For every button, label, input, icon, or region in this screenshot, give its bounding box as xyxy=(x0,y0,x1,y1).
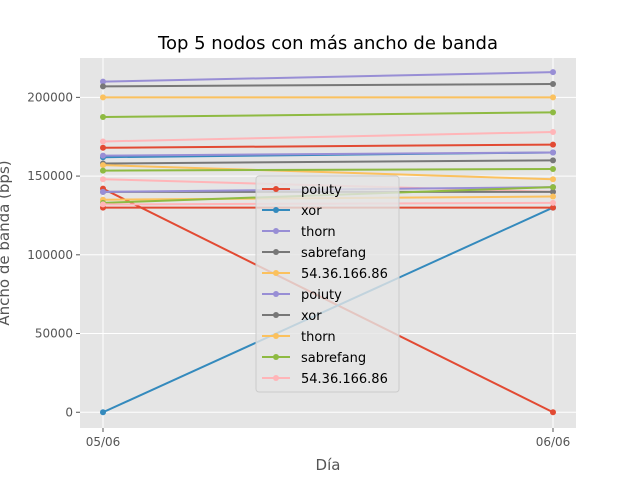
legend-item: xor xyxy=(262,204,322,219)
legend-label: 54.36.166.86 xyxy=(301,267,388,282)
legend-marker xyxy=(273,186,279,192)
data-point xyxy=(550,69,556,76)
data-point xyxy=(100,144,106,151)
legend-box xyxy=(255,175,400,393)
data-point xyxy=(100,114,106,121)
data-point xyxy=(550,80,556,87)
data-point xyxy=(100,176,106,183)
data-point xyxy=(550,94,556,101)
y-tick-label: 150000 xyxy=(27,169,73,183)
legend-marker xyxy=(273,249,279,255)
series-line-8 xyxy=(100,94,556,101)
data-point xyxy=(100,188,106,195)
data-point xyxy=(550,409,556,416)
legend-item: 54.36.166.86 xyxy=(262,267,388,282)
data-point xyxy=(100,167,106,174)
legend-marker xyxy=(273,228,279,234)
data-point xyxy=(550,157,556,164)
legend: poiuty xor thorn sabrefang 54.36.166.86 poiut… xyxy=(255,175,400,393)
legend-marker xyxy=(273,207,279,213)
series-line-14 xyxy=(100,166,556,174)
chart-title: Top 5 nodos con más ancho de banda xyxy=(157,33,498,54)
data-point xyxy=(550,166,556,172)
series-line-10 xyxy=(100,129,556,145)
data-point xyxy=(100,409,106,416)
axis-ticks: 0 50000 100000 150000 200000 05/06 06/06 xyxy=(27,90,570,449)
x-axis-label: Día xyxy=(316,456,341,474)
series-path xyxy=(102,131,554,143)
legend-marker xyxy=(273,270,279,276)
legend-label: 54.36.166.86 xyxy=(301,372,388,387)
data-point xyxy=(550,193,556,200)
y-axis-label: Ancho de banda (bps) xyxy=(0,160,13,325)
series-path xyxy=(102,82,554,88)
data-point xyxy=(100,152,106,159)
data-point xyxy=(550,204,556,211)
data-point xyxy=(550,184,556,191)
legend-label: poiuty xyxy=(301,183,342,198)
series-path xyxy=(102,71,554,83)
data-point xyxy=(100,201,106,208)
data-point xyxy=(550,199,556,206)
x-tick-label: 05/06 xyxy=(86,435,121,449)
data-point xyxy=(550,109,556,116)
series-path xyxy=(102,143,554,149)
data-point xyxy=(550,129,556,135)
legend-label: xor xyxy=(301,309,322,324)
legend-item: poiuty xyxy=(262,288,342,303)
legend-item: thorn xyxy=(262,225,336,240)
legend-marker xyxy=(273,354,279,360)
data-point xyxy=(100,78,106,85)
legend-marker xyxy=(273,312,279,318)
legend-label: poiuty xyxy=(301,288,342,303)
data-point xyxy=(100,83,106,90)
legend-item: sabrefang xyxy=(262,246,366,261)
y-tick-label: 0 xyxy=(65,405,73,419)
y-tick-label: 100000 xyxy=(27,248,73,262)
data-point xyxy=(100,138,106,145)
data-point xyxy=(100,94,106,101)
legend-label: sabrefang xyxy=(301,246,366,261)
series-line-11 xyxy=(100,149,556,159)
legend-marker xyxy=(273,375,279,381)
data-point xyxy=(550,149,556,156)
series-path xyxy=(102,168,554,172)
series-path xyxy=(102,164,554,181)
y-tick-label: 200000 xyxy=(27,90,73,104)
series-line-9 xyxy=(100,109,556,121)
data-point xyxy=(550,188,556,195)
legend-label: thorn xyxy=(301,225,336,240)
series-path xyxy=(102,151,554,157)
legend-marker xyxy=(273,333,279,339)
series-path xyxy=(102,159,554,165)
legend-label: sabrefang xyxy=(301,351,366,366)
legend-item: xor xyxy=(262,309,322,324)
legend-item: thorn xyxy=(262,330,336,345)
x-tick-label: 06/06 xyxy=(536,435,571,449)
series-path xyxy=(102,111,554,119)
series-line-4 xyxy=(100,141,556,151)
legend-item: poiuty xyxy=(262,183,342,198)
legend-label: thorn xyxy=(301,330,336,345)
y-tick-label: 50000 xyxy=(35,327,73,341)
legend-item: 54.36.166.86 xyxy=(262,372,388,387)
legend-marker xyxy=(273,291,279,297)
legend-label: xor xyxy=(301,204,322,219)
series-line-13 xyxy=(100,162,556,183)
legend-item: sabrefang xyxy=(262,351,366,366)
series-line-7 xyxy=(100,80,556,90)
data-point xyxy=(550,176,556,183)
data-point xyxy=(100,162,106,169)
series-line-6 xyxy=(100,69,556,85)
data-point xyxy=(550,141,556,148)
